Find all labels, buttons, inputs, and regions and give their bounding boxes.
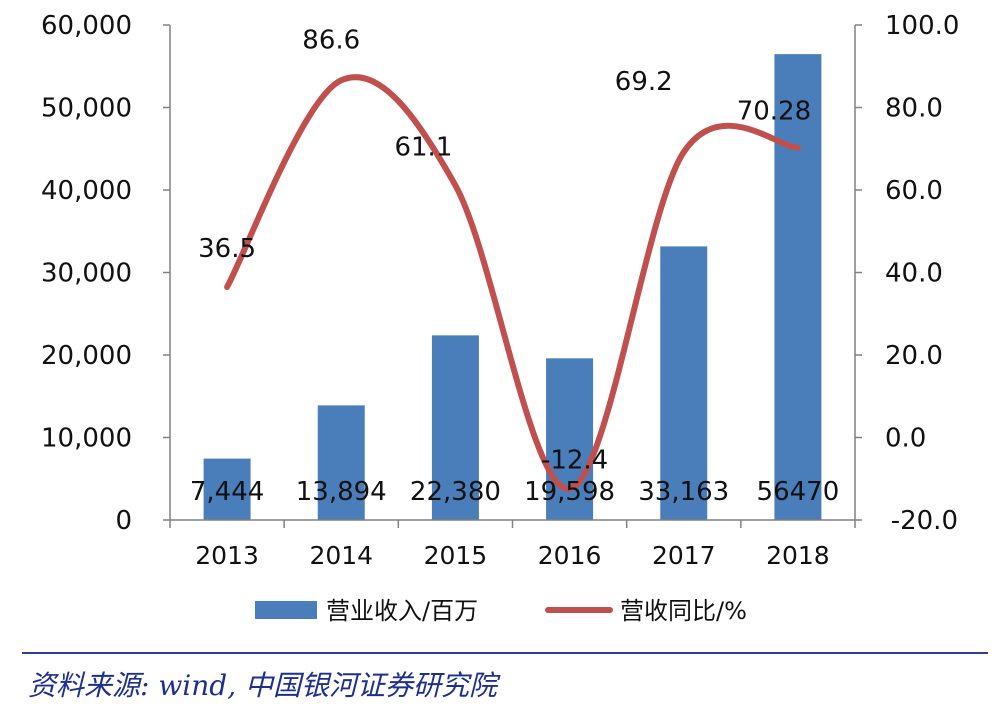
left-axis-tick-label: 30,000 bbox=[41, 259, 132, 289]
bar-2013 bbox=[203, 458, 251, 520]
right-axis-tick-label: 60.0 bbox=[885, 176, 943, 206]
x-axis-label-2014: 2014 bbox=[309, 541, 373, 570]
bar-2016 bbox=[546, 358, 594, 520]
left-axis-tick-label: 10,000 bbox=[41, 424, 132, 454]
right-axis-tick-label: 100.0 bbox=[885, 11, 959, 41]
x-axis-label-2013: 2013 bbox=[195, 541, 259, 570]
right-axis-tick-label: 20.0 bbox=[885, 341, 943, 371]
right-axis-tick-label: 80.0 bbox=[885, 94, 943, 124]
growth-line bbox=[224, 74, 801, 492]
bar-2015 bbox=[431, 335, 479, 520]
bar-data-label: 56470 bbox=[757, 477, 840, 507]
legend-bar-swatch bbox=[255, 601, 317, 619]
left-axis-tick-label: 40,000 bbox=[41, 176, 132, 206]
legend-bar-label: 营业收入/百万 bbox=[326, 597, 478, 625]
bar-2017 bbox=[660, 246, 708, 520]
x-axis-label-2015: 2015 bbox=[424, 541, 488, 570]
line-data-label: 69.2 bbox=[615, 67, 673, 97]
line-data-label: 86.6 bbox=[302, 25, 360, 55]
source-note: 资料来源: wind, 中国银河证券研究院 bbox=[28, 669, 498, 702]
left-axis-tick-label: 50,000 bbox=[41, 94, 132, 124]
line-data-label: 70.28 bbox=[737, 97, 811, 127]
line-data-label: 61.1 bbox=[394, 132, 452, 162]
bar-2014 bbox=[317, 405, 365, 520]
right-axis-tick-label: 40.0 bbox=[885, 259, 943, 289]
bar-data-label: 33,163 bbox=[638, 477, 729, 507]
line-data-label: 36.5 bbox=[198, 234, 256, 264]
x-axis-label-2016: 2016 bbox=[538, 541, 602, 570]
bar-data-label: 13,894 bbox=[296, 477, 387, 507]
bar-2018 bbox=[774, 54, 822, 521]
source-divider bbox=[22, 652, 988, 654]
bar-data-label: 22,380 bbox=[410, 477, 501, 507]
left-axis-tick-label: 0 bbox=[115, 506, 132, 536]
bar-data-label: 7,444 bbox=[190, 477, 264, 507]
bar-data-label: 19,598 bbox=[524, 477, 615, 507]
line-data-label: -12.4 bbox=[541, 446, 608, 476]
right-axis-tick-label: 0.0 bbox=[885, 424, 926, 454]
right-axis-tick-label: -20.0 bbox=[891, 506, 958, 536]
left-axis-tick-label: 60,000 bbox=[41, 11, 132, 41]
left-axis-tick-label: 20,000 bbox=[41, 341, 132, 371]
x-axis-label-2018: 2018 bbox=[766, 541, 830, 570]
x-axis-label-2017: 2017 bbox=[652, 541, 716, 570]
legend-line-label: 营收同比/% bbox=[620, 597, 747, 625]
